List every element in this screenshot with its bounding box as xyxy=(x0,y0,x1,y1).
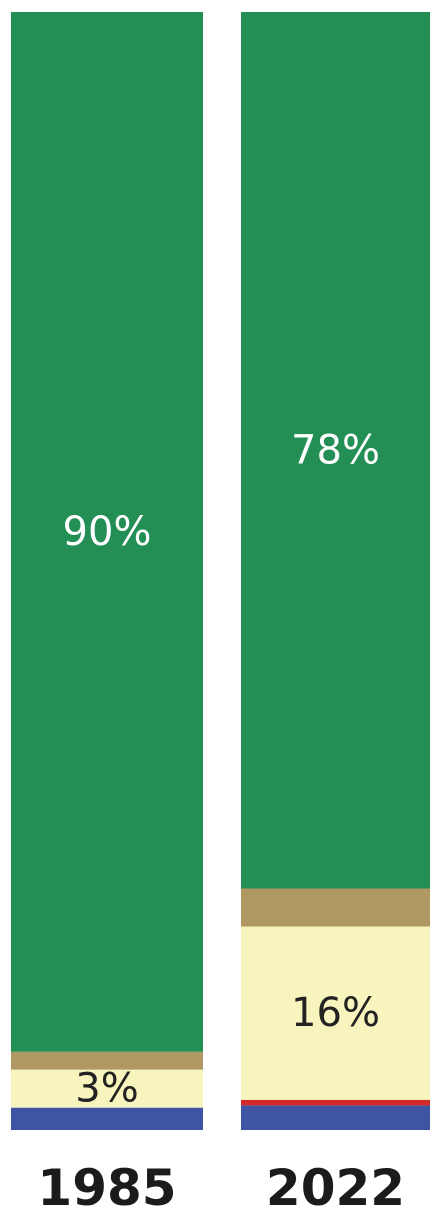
bar-segment-2022-1 xyxy=(241,1100,430,1106)
category-label-2022: 2022 xyxy=(266,1159,405,1217)
category-labels-group: 1985 2022 xyxy=(37,1159,405,1217)
data-label-1985-2: 3% xyxy=(75,1066,138,1112)
data-label-1985-4: 90% xyxy=(63,509,152,555)
bar-segment-2022-0 xyxy=(241,1105,430,1130)
category-label-1985: 1985 xyxy=(37,1159,176,1217)
data-label-2022-4: 78% xyxy=(291,427,380,473)
data-label-2022-2: 16% xyxy=(291,990,380,1036)
bar-segment-2022-3 xyxy=(241,889,430,927)
bars-group xyxy=(11,12,430,1130)
